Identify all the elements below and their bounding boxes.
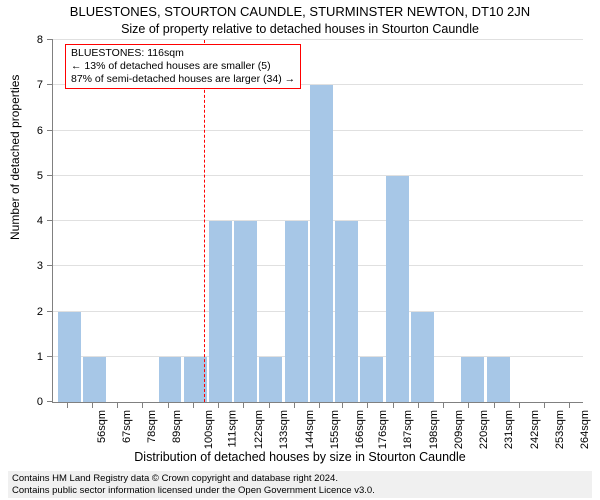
bar	[234, 221, 257, 402]
x-tick	[342, 402, 343, 408]
x-tick-label: 155sqm	[329, 410, 341, 449]
y-tick-label: 2	[37, 306, 43, 318]
bar	[83, 357, 106, 402]
attribution-footer: Contains HM Land Registry data © Crown c…	[8, 471, 592, 498]
x-tick	[367, 402, 368, 408]
y-tick-label: 8	[37, 34, 43, 46]
x-tick	[269, 402, 270, 408]
y-tick	[47, 175, 53, 176]
y-tick	[47, 220, 53, 221]
footer-line-2: Contains public sector information licen…	[12, 485, 588, 496]
x-tick	[544, 402, 545, 408]
annotation-box: BLUESTONES: 116sqm← 13% of detached hous…	[65, 44, 301, 89]
y-tick-label: 0	[37, 396, 43, 408]
bar	[58, 312, 81, 403]
x-tick-label: 231sqm	[503, 410, 515, 449]
y-axis-label: Number of detached properties	[8, 75, 22, 240]
y-tick	[47, 84, 53, 85]
gridline	[53, 39, 583, 40]
x-tick-label: 176sqm	[377, 410, 389, 449]
reference-line	[204, 40, 205, 402]
bar	[386, 176, 409, 402]
x-tick-label: 111sqm	[226, 410, 238, 448]
x-tick	[193, 402, 194, 408]
chart-title-line1: BLUESTONES, STOURTON CAUNDLE, STURMINSTE…	[0, 4, 600, 19]
x-tick-label: 187sqm	[402, 410, 414, 449]
bar	[159, 357, 182, 402]
chart-title-line2: Size of property relative to detached ho…	[0, 22, 600, 36]
x-tick-label: 253sqm	[554, 410, 566, 449]
x-tick	[569, 402, 570, 408]
x-tick	[519, 402, 520, 408]
bar	[184, 357, 207, 402]
y-tick-label: 6	[37, 125, 43, 137]
y-tick-label: 5	[37, 170, 43, 182]
x-tick	[67, 402, 68, 408]
x-tick-label: 198sqm	[428, 410, 440, 449]
bar	[360, 357, 383, 402]
x-tick	[218, 402, 219, 408]
x-tick-label: 67sqm	[121, 410, 133, 443]
x-tick-label: 56sqm	[96, 410, 108, 443]
footer-line-1: Contains HM Land Registry data © Crown c…	[12, 473, 588, 484]
x-tick-label: 100sqm	[203, 410, 215, 449]
x-tick	[117, 402, 118, 408]
x-tick	[243, 402, 244, 408]
chart-container: BLUESTONES, STOURTON CAUNDLE, STURMINSTE…	[0, 0, 600, 500]
bar	[487, 357, 510, 402]
y-tick-label: 3	[37, 260, 43, 272]
x-tick-label: 264sqm	[579, 410, 591, 449]
chart-plot-area: BLUESTONES: 116sqm← 13% of detached hous…	[52, 40, 583, 403]
y-tick	[47, 130, 53, 131]
x-tick-label: 78sqm	[146, 410, 158, 443]
x-tick	[168, 402, 169, 408]
bar	[209, 221, 232, 402]
x-tick-label: 133sqm	[279, 410, 291, 449]
bar	[461, 357, 484, 402]
x-tick	[494, 402, 495, 408]
y-tick-label: 4	[37, 215, 43, 227]
x-tick	[294, 402, 295, 408]
annotation-line: 87% of semi-detached houses are larger (…	[71, 73, 295, 86]
x-tick-label: 144sqm	[304, 410, 316, 449]
bar	[285, 221, 308, 402]
x-tick	[393, 402, 394, 408]
x-tick-label: 242sqm	[529, 410, 541, 449]
y-tick	[47, 265, 53, 266]
y-tick-label: 1	[37, 351, 43, 363]
bar	[411, 312, 434, 403]
x-tick	[418, 402, 419, 408]
y-tick	[47, 311, 53, 312]
y-tick	[47, 356, 53, 357]
annotation-line: BLUESTONES: 116sqm	[71, 47, 295, 60]
bar	[259, 357, 282, 402]
x-tick	[443, 402, 444, 408]
x-tick-label: 220sqm	[478, 410, 490, 449]
x-tick-label: 166sqm	[354, 410, 366, 449]
y-tick	[47, 401, 53, 402]
x-tick	[319, 402, 320, 408]
annotation-line: ← 13% of detached houses are smaller (5)	[71, 60, 295, 73]
x-tick-label: 122sqm	[253, 410, 265, 449]
x-tick	[142, 402, 143, 408]
y-tick	[47, 39, 53, 40]
x-tick	[92, 402, 93, 408]
y-tick-label: 7	[37, 79, 43, 91]
x-tick	[468, 402, 469, 408]
bar	[335, 221, 358, 402]
x-axis-label: Distribution of detached houses by size …	[0, 450, 600, 464]
x-tick-label: 209sqm	[453, 410, 465, 449]
bar	[310, 85, 333, 402]
x-tick-label: 89sqm	[172, 410, 184, 443]
